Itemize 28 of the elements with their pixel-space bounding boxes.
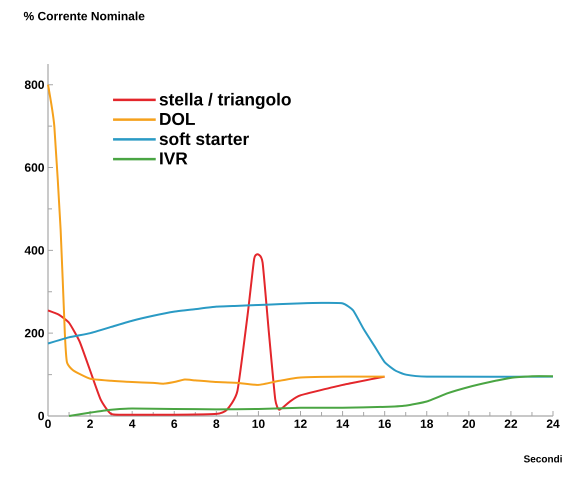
x-tick-label: 16 <box>378 420 391 428</box>
x-tick-label: 8 <box>213 420 220 428</box>
line-series <box>47 84 386 386</box>
y-tick-label: 600 <box>24 163 44 172</box>
y-axis-title: % Corrente Nominale <box>24 12 144 20</box>
y-tick-label: 0 <box>38 412 44 420</box>
x-tick-label: 0 <box>45 420 51 428</box>
y-tick-label: 400 <box>24 246 44 255</box>
x-tick-label: 22 <box>504 420 518 428</box>
x-axis-title: Secondi <box>524 455 562 462</box>
line-series <box>47 302 554 378</box>
x-tick-label: 24 <box>546 420 560 428</box>
legend-label: DOL <box>160 112 195 126</box>
x-tick-label: 2 <box>87 420 93 428</box>
x-tick-label: 12 <box>294 420 307 428</box>
x-tick-label: 18 <box>420 420 434 428</box>
x-tick-label: 20 <box>462 420 476 428</box>
legend-label: IVR <box>160 152 188 164</box>
y-tick-label: 200 <box>24 328 44 338</box>
y-tick-label: 800 <box>24 80 44 89</box>
x-tick-label: 14 <box>336 420 350 428</box>
legend-label: soft starter <box>160 132 249 146</box>
line-series <box>68 375 554 417</box>
x-tick-label: 4 <box>129 420 136 428</box>
x-tick-label: 6 <box>171 420 178 428</box>
legend-label: stella / triangolo <box>160 92 291 110</box>
x-tick-label: 10 <box>252 420 265 428</box>
line-series <box>47 253 386 416</box>
